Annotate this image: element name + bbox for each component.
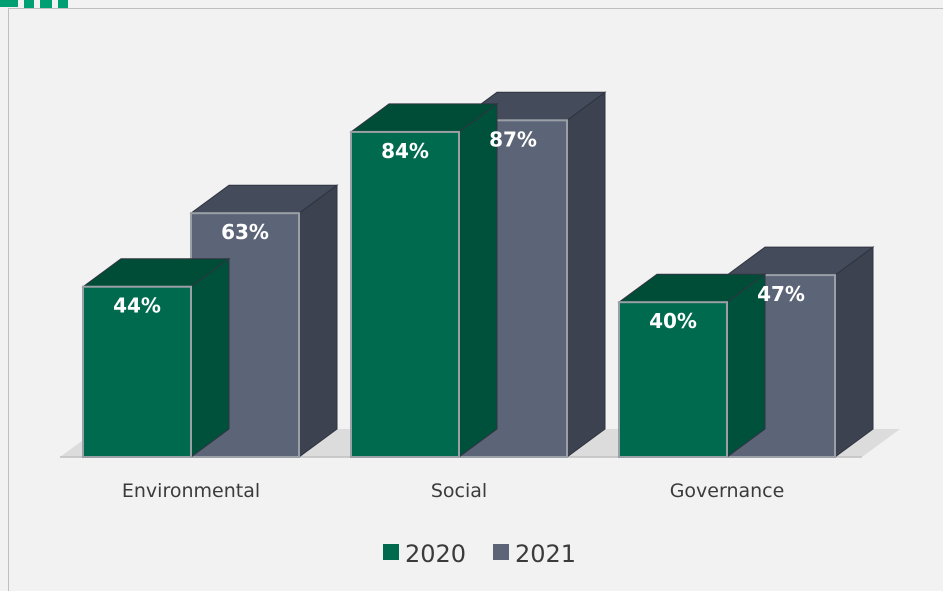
legend-swatch-2020 xyxy=(383,544,399,560)
bar-side-face xyxy=(458,102,498,458)
legend-label-2021: 2021 xyxy=(515,540,576,568)
category-label-governance: Governance xyxy=(670,480,785,502)
bars-group xyxy=(81,91,875,459)
value-label-2021-environmental: 63% xyxy=(221,220,269,244)
bar-side-face xyxy=(298,184,338,458)
value-labels-group: 63% 44% 87% 84% 47% 40% xyxy=(113,127,805,333)
value-label-2020-governance: 40% xyxy=(649,309,697,333)
bar-front-face xyxy=(82,285,192,458)
bar-front-face xyxy=(350,130,460,458)
bar-2020-social xyxy=(349,102,499,458)
value-label-2021-social: 87% xyxy=(489,127,537,151)
legend: 2020 2021 xyxy=(383,540,576,568)
bar-side-face xyxy=(566,91,606,458)
value-label-2020-social: 84% xyxy=(381,139,429,163)
bar-2020-environmental xyxy=(81,257,231,458)
legend-label-2020: 2020 xyxy=(405,540,466,568)
corner-accent-icon xyxy=(0,0,68,9)
bar-side-face xyxy=(834,246,874,458)
bar-side-face xyxy=(190,257,230,458)
category-label-social: Social xyxy=(431,480,487,502)
legend-swatch-2021 xyxy=(493,544,509,560)
bar-2021-environmental xyxy=(189,184,339,458)
bar-2020-governance xyxy=(617,273,767,459)
chart-border xyxy=(8,8,943,591)
bar-front-face xyxy=(618,301,728,459)
value-label-2020-environmental: 44% xyxy=(113,294,161,318)
category-labels-group: Environmental Social Governance xyxy=(122,480,784,502)
category-label-environmental: Environmental xyxy=(122,480,260,502)
value-label-2021-governance: 47% xyxy=(757,282,805,306)
